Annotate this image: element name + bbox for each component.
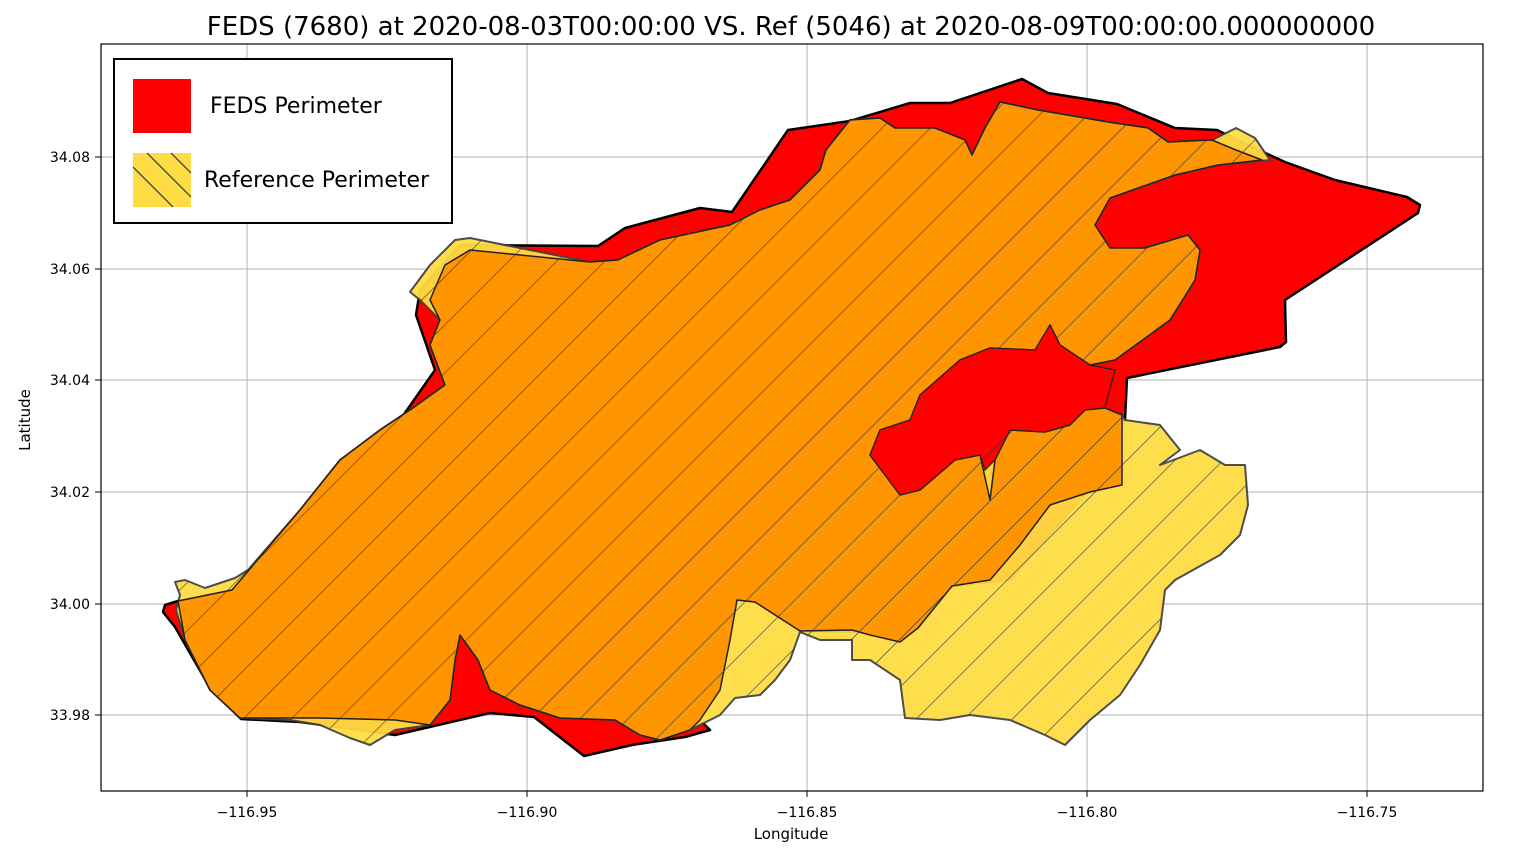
x-axis-label: Longitude [754, 825, 829, 843]
x-tick-label: −116.80 [1057, 805, 1118, 821]
tick-marks [95, 156, 1368, 797]
legend: FEDS Perimeter Reference Perimeter [113, 58, 453, 224]
y-axis-label: Latitude [16, 389, 34, 451]
axes-frame [100, 43, 1484, 792]
x-tick-label: −116.85 [777, 805, 838, 821]
legend-swatch-reference-hatch [132, 152, 192, 208]
y-tick-label: 34.04 [50, 373, 90, 389]
y-tick-label: 34.08 [50, 150, 90, 166]
chart-title: FEDS (7680) at 2020-08-03T00:00:00 VS. R… [207, 12, 1375, 42]
y-tick-label: 34.00 [50, 597, 90, 613]
y-tick-label: 34.02 [50, 485, 90, 501]
x-tick-label: −116.90 [497, 805, 558, 821]
x-tick-label: −116.95 [217, 805, 278, 821]
y-tick-label: 34.06 [50, 262, 90, 278]
legend-label-reference: Reference Perimeter [204, 168, 430, 193]
reference-hatch [175, 102, 1270, 745]
legend-swatch-reference [133, 153, 191, 207]
x-tick-label: −116.75 [1337, 805, 1398, 821]
legend-label-feds: FEDS Perimeter [210, 94, 383, 119]
legend-swatch-feds [133, 79, 191, 133]
y-tick-label: 33.98 [50, 708, 90, 724]
